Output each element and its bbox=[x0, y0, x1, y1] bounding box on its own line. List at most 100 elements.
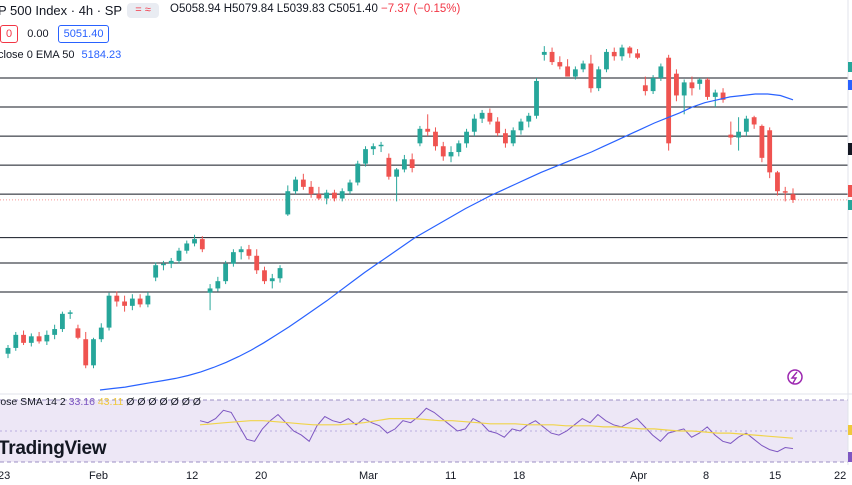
candle-up bbox=[471, 118, 477, 132]
level-marker bbox=[848, 425, 852, 435]
candle-down bbox=[122, 301, 127, 306]
spread-value: 0.00 bbox=[27, 28, 49, 40]
candle-up bbox=[106, 295, 112, 328]
candle-down bbox=[627, 47, 633, 54]
candle-down bbox=[75, 328, 81, 338]
candle-up bbox=[604, 51, 609, 70]
candle-up bbox=[401, 159, 407, 170]
ema-legend-label: close 0 EMA 50 bbox=[0, 49, 75, 61]
level-marker bbox=[848, 200, 852, 210]
sell-price-box[interactable]: 0 bbox=[0, 25, 19, 43]
candle-up bbox=[5, 347, 11, 354]
candle-down bbox=[409, 159, 415, 168]
x-tick-label: 23 bbox=[0, 470, 11, 482]
candle-up bbox=[269, 278, 275, 282]
candle-up bbox=[448, 152, 454, 157]
candle-up bbox=[370, 146, 376, 150]
flash-icon-bolt bbox=[790, 371, 798, 384]
candle-up bbox=[572, 69, 578, 77]
chart-header: P 500 Index · 4h · SP = ≈ O5058.94 H5079… bbox=[0, 0, 852, 61]
candle-up bbox=[91, 339, 96, 366]
symbol-title[interactable]: P 500 Index · 4h · SP bbox=[0, 3, 123, 18]
candle-up bbox=[378, 144, 384, 147]
flash-icon bbox=[787, 369, 803, 385]
candle-down bbox=[635, 53, 640, 58]
level-marker bbox=[848, 143, 852, 155]
candle-down bbox=[728, 134, 734, 138]
candle-up bbox=[510, 130, 516, 144]
candle-up bbox=[526, 115, 532, 122]
candle-up bbox=[293, 179, 298, 192]
candle-up bbox=[619, 47, 625, 57]
tradingview-logo: TradingView bbox=[0, 438, 107, 459]
candle-up bbox=[743, 118, 749, 132]
rsi-legend[interactable]: lose SMA 14 2 33.16 43.11 Ø Ø Ø Ø Ø Ø Ø bbox=[0, 396, 201, 408]
candle-up bbox=[324, 192, 330, 199]
candle-up bbox=[456, 143, 462, 153]
candle-up bbox=[277, 268, 283, 279]
candle-up bbox=[712, 92, 718, 97]
x-tick-label: Feb bbox=[89, 470, 108, 482]
rsi-legend-label: lose SMA 14 2 bbox=[0, 396, 66, 408]
candle-down bbox=[21, 334, 26, 343]
buy-price-box[interactable]: 5051.40 bbox=[57, 25, 110, 43]
candle-up bbox=[363, 149, 368, 164]
candle-up bbox=[230, 252, 236, 264]
candle-down bbox=[642, 85, 648, 92]
compare-toggle-button[interactable]: = ≈ bbox=[127, 3, 159, 18]
candle-up bbox=[98, 327, 104, 340]
candle-down bbox=[36, 336, 42, 342]
rsi-sma-line bbox=[199, 418, 794, 439]
ema-legend[interactable]: close 0 EMA 50 5184.23 bbox=[0, 49, 121, 61]
candle-down bbox=[782, 191, 788, 193]
candle-down bbox=[386, 157, 392, 177]
candle-down bbox=[790, 194, 796, 200]
candle-down bbox=[83, 339, 89, 366]
x-tick-label: 11 bbox=[445, 470, 457, 482]
candle-up bbox=[153, 265, 159, 278]
candle-up bbox=[168, 260, 174, 264]
candle-up bbox=[192, 239, 197, 244]
candle-up bbox=[681, 82, 687, 96]
candle-up bbox=[223, 263, 229, 282]
rsi-legend-extra: Ø Ø Ø Ø Ø Ø Ø bbox=[126, 396, 201, 408]
candle-up bbox=[28, 336, 34, 343]
x-tick-label: Mar bbox=[359, 470, 378, 482]
ohlc-close: C5051.40 bbox=[327, 3, 378, 15]
candle-down bbox=[316, 194, 322, 199]
candle-down bbox=[611, 51, 617, 57]
x-tick-label: 18 bbox=[513, 470, 526, 482]
candle-up bbox=[13, 334, 19, 348]
ema-line bbox=[99, 93, 794, 391]
ohlc-readout: O5058.94 H5079.84 L5039.83 C5051.40 −7.3… bbox=[170, 3, 460, 15]
candle-up bbox=[184, 243, 190, 251]
candle-down bbox=[720, 92, 726, 100]
candle-down bbox=[332, 192, 337, 199]
candle-down bbox=[767, 130, 773, 173]
candle-up bbox=[44, 334, 50, 342]
candle-up bbox=[176, 250, 182, 261]
candle-down bbox=[487, 112, 493, 122]
price-boxes: 0 0.00 5051.40 bbox=[0, 25, 110, 43]
x-tick-label: 22 bbox=[834, 470, 847, 482]
candle-down bbox=[495, 121, 501, 134]
candle-down bbox=[557, 62, 563, 67]
candle-up bbox=[339, 191, 345, 199]
candle-up bbox=[129, 298, 135, 306]
candle-up bbox=[464, 131, 469, 144]
candle-up bbox=[67, 312, 73, 314]
x-tick-label: 12 bbox=[186, 470, 199, 482]
candle-up bbox=[479, 112, 485, 119]
candle-up bbox=[355, 163, 361, 183]
candle-down bbox=[759, 125, 765, 158]
rsi-value: 33.16 bbox=[68, 396, 95, 408]
candle-down bbox=[114, 295, 120, 302]
candle-down bbox=[262, 270, 267, 282]
candle-up bbox=[161, 263, 166, 266]
candle-down bbox=[674, 73, 679, 96]
candle-up bbox=[347, 182, 353, 192]
candle-up bbox=[580, 63, 586, 70]
ohlc-change: −7.37 (−0.15%) bbox=[381, 3, 461, 15]
x-tick-label: 15 bbox=[769, 470, 782, 482]
